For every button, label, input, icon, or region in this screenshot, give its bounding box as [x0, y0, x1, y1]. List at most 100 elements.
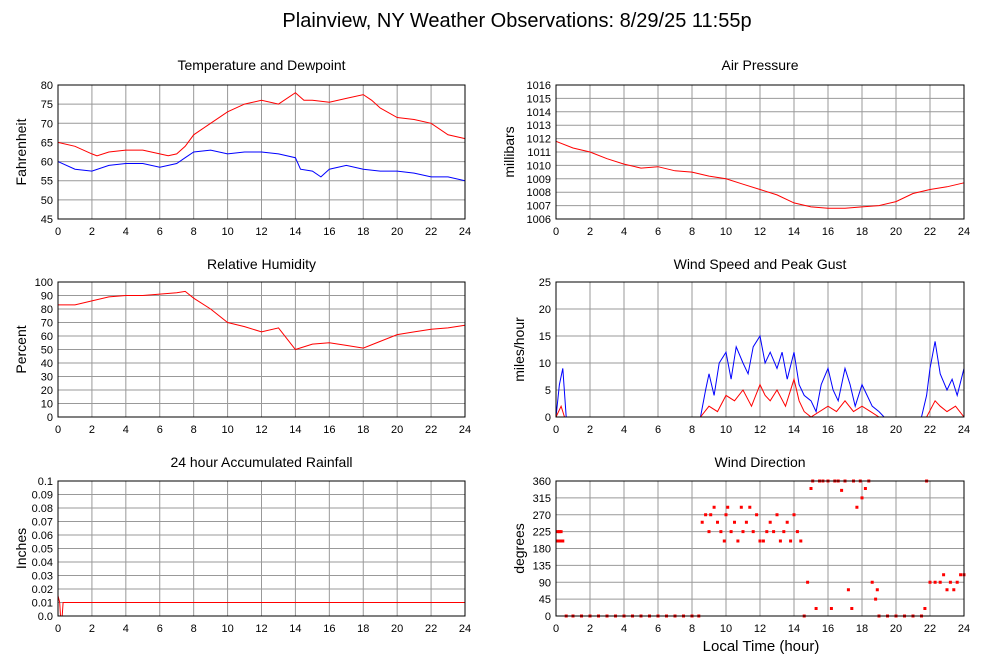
- rain-x-tick-label: 6: [157, 623, 163, 635]
- temp-x-tick-label: 24: [459, 226, 471, 238]
- pressure-plot-frame: [555, 84, 965, 220]
- rain-chart-title: 24 hour Accumulated Rainfall: [170, 454, 352, 470]
- pressure-x-tick-label: 20: [890, 226, 902, 238]
- humidity-y-tick-label: 30: [41, 372, 53, 384]
- pressure-y-axis-label: millibars: [501, 126, 517, 177]
- direction-y-tick-label: 135: [533, 560, 551, 572]
- temp-chart-title: Temperature and Dewpoint: [177, 57, 345, 73]
- direction-point: [814, 607, 818, 610]
- direction-point: [840, 488, 844, 492]
- direction-point: [557, 539, 561, 543]
- temp-x-tick-label: 18: [357, 226, 369, 238]
- pressure-x-tick-label: 14: [788, 226, 800, 238]
- direction-y-tick-label: 360: [533, 476, 551, 488]
- rain-x-tick-label: 14: [289, 623, 301, 635]
- wind-plot-frame: [555, 281, 965, 418]
- direction-point: [870, 580, 874, 584]
- temp-y-tick-label: 50: [41, 195, 53, 207]
- temp-y-axis-label: Fahrenheit: [13, 118, 29, 185]
- wind-x-tick-label: 4: [621, 424, 627, 436]
- direction-point: [712, 505, 716, 509]
- direction-point: [938, 580, 942, 584]
- wind-y-tick-label: 5: [545, 385, 551, 397]
- pressure-x-tick-label: 24: [958, 226, 970, 238]
- direction-point: [557, 530, 561, 534]
- rain-x-tick-label: 10: [221, 623, 233, 635]
- wind-x-tick-label: 18: [856, 424, 868, 436]
- rain-x-tick-label: 20: [391, 623, 403, 635]
- humidity-x-tick-label: 24: [459, 424, 471, 436]
- wind-x-tick-label: 14: [788, 424, 800, 436]
- pressure-x-tick-label: 18: [856, 226, 868, 238]
- direction-point: [923, 607, 927, 610]
- rain-x-tick-label: 0: [55, 623, 61, 635]
- rain-y-tick-label: 0.08: [32, 503, 53, 515]
- temp-x-tick-label: 2: [89, 226, 95, 238]
- direction-point: [736, 539, 740, 543]
- temp-plot-frame: [57, 84, 466, 220]
- wind-y-tick-label: 15: [539, 331, 551, 343]
- wind-x-tick-label: 24: [958, 424, 970, 436]
- direction-point: [860, 496, 864, 500]
- direction-point: [863, 487, 867, 490]
- wind-x-tick-label: 20: [890, 424, 902, 436]
- temp-y-tick-label: 65: [41, 137, 53, 149]
- direction-point: [945, 588, 949, 592]
- direction-y-tick-label: 270: [533, 510, 551, 522]
- direction-x-tick-label: 22: [924, 623, 936, 635]
- direction-x-tick-label: 10: [720, 623, 732, 635]
- x-axis-label: Local Time (hour): [703, 638, 820, 655]
- pressure-x-tick-label: 2: [587, 226, 593, 238]
- rain-y-tick-label: 0.01: [32, 598, 53, 610]
- rain-x-tick-label: 16: [323, 623, 335, 635]
- direction-point: [761, 539, 765, 543]
- temp-chart: 0 2 4 6 8 10 12 14 16 18 20 22 244550556065707580Tem…: [13, 57, 471, 238]
- direction-y-tick-label: 315: [533, 493, 551, 505]
- direction-point: [722, 539, 726, 543]
- rain-y-tick-label: 0.09: [32, 490, 53, 502]
- humidity-x-tick-label: 14: [289, 424, 301, 436]
- humidity-y-tick-label: 0: [47, 412, 53, 424]
- temp-y-tick-label: 60: [41, 157, 53, 169]
- humidity-y-tick-label: 20: [41, 385, 53, 397]
- wind-y-tick-label: 25: [539, 277, 551, 289]
- temp-x-tick-label: 20: [391, 226, 403, 238]
- direction-point: [768, 520, 772, 524]
- humidity-y-tick-label: 80: [41, 304, 53, 316]
- pressure-y-tick-label: 1013: [527, 120, 551, 132]
- temp-x-tick-label: 22: [425, 226, 437, 238]
- direction-point: [933, 580, 937, 584]
- direction-point: [755, 513, 759, 517]
- humidity-y-tick-label: 60: [41, 331, 53, 343]
- temp-y-tick-label: 80: [41, 80, 53, 92]
- direction-plot-frame: [555, 480, 965, 617]
- direction-point: [758, 539, 762, 543]
- rain-chart: 0 2 4 6 8 10 12 14 16 18 20 22 240.00.010.020.030.04…: [13, 454, 471, 635]
- pressure-y-tick-label: 1011: [527, 147, 551, 159]
- rain-y-tick-label: 0.06: [32, 530, 53, 542]
- direction-point: [729, 530, 733, 534]
- pressure-y-tick-label: 1015: [527, 93, 551, 105]
- direction-point: [561, 539, 565, 543]
- direction-point: [556, 530, 560, 534]
- rain-y-tick-label: 0.07: [32, 517, 53, 529]
- direction-point: [850, 607, 854, 610]
- direction-point: [846, 588, 850, 592]
- temp-series-line: [57, 92, 466, 157]
- direction-point: [559, 530, 563, 534]
- wind-x-tick-label: 10: [720, 424, 732, 436]
- humidity-plot-frame: [57, 281, 466, 418]
- wind-x-tick-label: 0: [553, 424, 559, 436]
- wind-y-axis-label: miles/hour: [511, 317, 527, 382]
- rain-y-tick-label: 0.0: [38, 611, 53, 623]
- humidity-y-axis-label: Percent: [13, 325, 29, 373]
- temp-series-line: [57, 149, 466, 182]
- direction-x-tick-label: 6: [655, 623, 661, 635]
- pressure-series-line: [555, 140, 965, 209]
- pressure-y-tick-label: 1012: [527, 134, 551, 146]
- direction-point: [948, 580, 952, 584]
- direction-point: [751, 530, 755, 534]
- direction-point: [955, 580, 959, 584]
- direction-point: [744, 520, 748, 524]
